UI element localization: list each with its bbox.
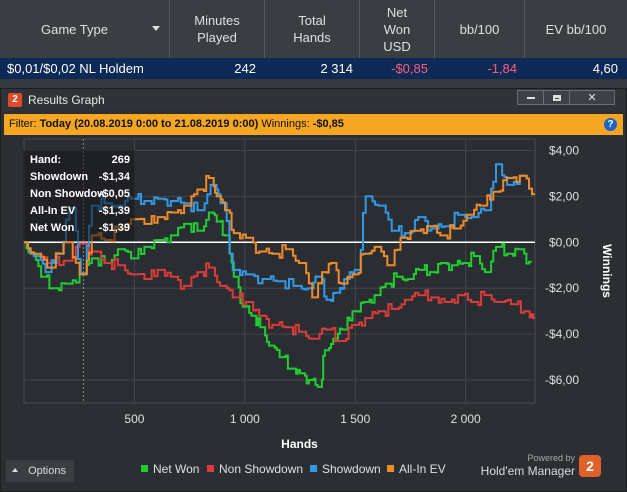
legend-swatch: [310, 465, 317, 473]
info-value: -$1,39: [98, 205, 130, 217]
triangle-down-icon: [152, 26, 160, 31]
cell-net-won-usd: -$0,85: [391, 61, 428, 76]
legend-swatch: [207, 465, 214, 473]
info-value: 269: [111, 154, 130, 166]
x-axis-label: Hands: [281, 437, 318, 451]
y-tick-label: -$6,00: [545, 373, 579, 387]
results-graph-window: 2 Results Graph ✕ Filter: Today (20.08.2…: [0, 88, 627, 492]
cell-ev-bb100: 4,60: [592, 61, 618, 76]
maximize-button[interactable]: [543, 90, 570, 105]
stats-table-header: Game Type Minutes Played Total Hands Net…: [0, 0, 627, 58]
column-header-total-hands[interactable]: Total Hands: [265, 0, 360, 58]
y-axis-label: Winnings: [600, 244, 614, 298]
x-tick-label: 500: [124, 412, 144, 426]
product-name: Hold'em Manager: [480, 464, 575, 478]
info-value: -$1,34: [98, 171, 130, 183]
info-label: Net Won: [30, 222, 75, 234]
y-tick-label: $0,00: [549, 235, 579, 249]
cell-minutes-played: 242: [234, 61, 256, 76]
column-header-net-won-usd[interactable]: Net Won USD: [360, 0, 435, 58]
column-header-ev-bb100[interactable]: EV bb/100: [525, 0, 627, 58]
legend-label: Showdown: [322, 462, 381, 476]
column-label-minutes-played: Minutes Played: [194, 13, 240, 45]
legend-label: Non Showdown: [219, 462, 304, 476]
info-row-non-showdown: Non Showdown -$0,05: [30, 188, 130, 205]
series-line-net-won: [24, 211, 532, 388]
legend-item-showdown[interactable]: Showdown: [310, 462, 381, 476]
column-header-minutes-played[interactable]: Minutes Played: [170, 0, 265, 58]
x-tick-label: 1 000: [230, 412, 260, 426]
column-label-ev-bb100: EV bb/100: [545, 21, 607, 37]
close-button[interactable]: ✕: [569, 90, 615, 105]
table-empty-area: [0, 79, 627, 88]
column-label-bb100: bb/100: [459, 21, 500, 37]
y-tick-label: -$2,00: [545, 281, 579, 295]
filter-label: Filter:: [9, 118, 37, 130]
info-label: Showdown: [30, 171, 89, 183]
info-row-net-won: Net Won -$1,39: [30, 222, 130, 239]
info-label: All-In EV: [30, 205, 76, 217]
cell-bb100: -1,84: [487, 61, 517, 76]
branding: Powered by Hold'em Manager 2: [471, 451, 611, 483]
table-row[interactable]: $0,01/$0,02 NL Holdem 242 2 314 -$0,85 -…: [0, 58, 627, 79]
info-label: Hand:: [30, 154, 62, 166]
powered-by-label: Powered by: [527, 453, 575, 463]
legend-swatch: [387, 465, 394, 473]
cell-game-type: $0,01/$0,02 NL Holdem: [7, 61, 144, 76]
x-tick-label: 1 500: [340, 412, 370, 426]
info-row-hand: Hand: 269: [30, 154, 130, 171]
chevron-up-icon: [12, 468, 18, 473]
info-row-all-in-ev: All-In EV -$1,39: [30, 205, 130, 222]
app-badge-icon: 2: [8, 93, 22, 107]
hm2-logo-icon: 2: [579, 455, 601, 477]
legend-swatch: [141, 465, 148, 473]
window-titlebar[interactable]: 2 Results Graph ✕: [1, 89, 626, 111]
filter-range: Today (20.08.2019 0:00 to 21.08.2019 0:0…: [39, 118, 259, 130]
info-row-showdown: Showdown -$1,34: [30, 171, 130, 188]
legend-item-non-showdown[interactable]: Non Showdown: [207, 462, 303, 476]
legend-label: Net Won: [153, 462, 200, 476]
winnings-label: Winnings:: [261, 118, 310, 130]
info-value: -$0,05: [98, 188, 130, 200]
series-line-non-showdown: [24, 241, 535, 343]
minimize-button[interactable]: [517, 90, 544, 105]
legend-label: All-In EV: [399, 462, 446, 476]
maximize-icon: [552, 95, 561, 102]
legend-item-net-won[interactable]: Net Won: [141, 462, 199, 476]
cell-total-hands: 2 314: [320, 61, 353, 76]
options-button[interactable]: Options: [6, 460, 74, 482]
minimize-icon: [526, 97, 535, 100]
info-label: Non Showdown: [30, 188, 104, 200]
y-tick-label: $4,00: [549, 143, 579, 157]
column-header-bb100[interactable]: bb/100: [435, 0, 525, 58]
column-header-game-type[interactable]: Game Type: [0, 0, 170, 58]
y-tick-label: -$4,00: [545, 327, 579, 341]
column-label-game-type: Game Type: [41, 21, 108, 37]
question-icon[interactable]: ?: [604, 118, 617, 131]
hand-info-box: Hand: 269 Showdown -$1,34 Non Showdown -…: [23, 150, 135, 241]
winnings-value: -$0,85: [312, 118, 344, 130]
window-title: Results Graph: [28, 93, 105, 107]
column-label-total-hands: Total Hands: [293, 13, 331, 45]
x-tick-label: 2 000: [451, 412, 481, 426]
filter-bar: Filter: Today (20.08.2019 0:00 to 21.08.…: [4, 114, 623, 135]
legend-item-all-in-ev[interactable]: All-In EV: [387, 462, 446, 476]
y-tick-label: $2,00: [549, 189, 579, 203]
results-chart[interactable]: $4,00 $2,00 $0,00 -$2,00 -$4,00 -$6,00 500 1 00…: [1, 137, 626, 459]
options-label: Options: [28, 465, 66, 477]
close-icon: ✕: [587, 92, 597, 104]
column-label-net-won-usd: Net Won USD: [383, 4, 411, 54]
info-value: -$1,39: [98, 222, 130, 234]
